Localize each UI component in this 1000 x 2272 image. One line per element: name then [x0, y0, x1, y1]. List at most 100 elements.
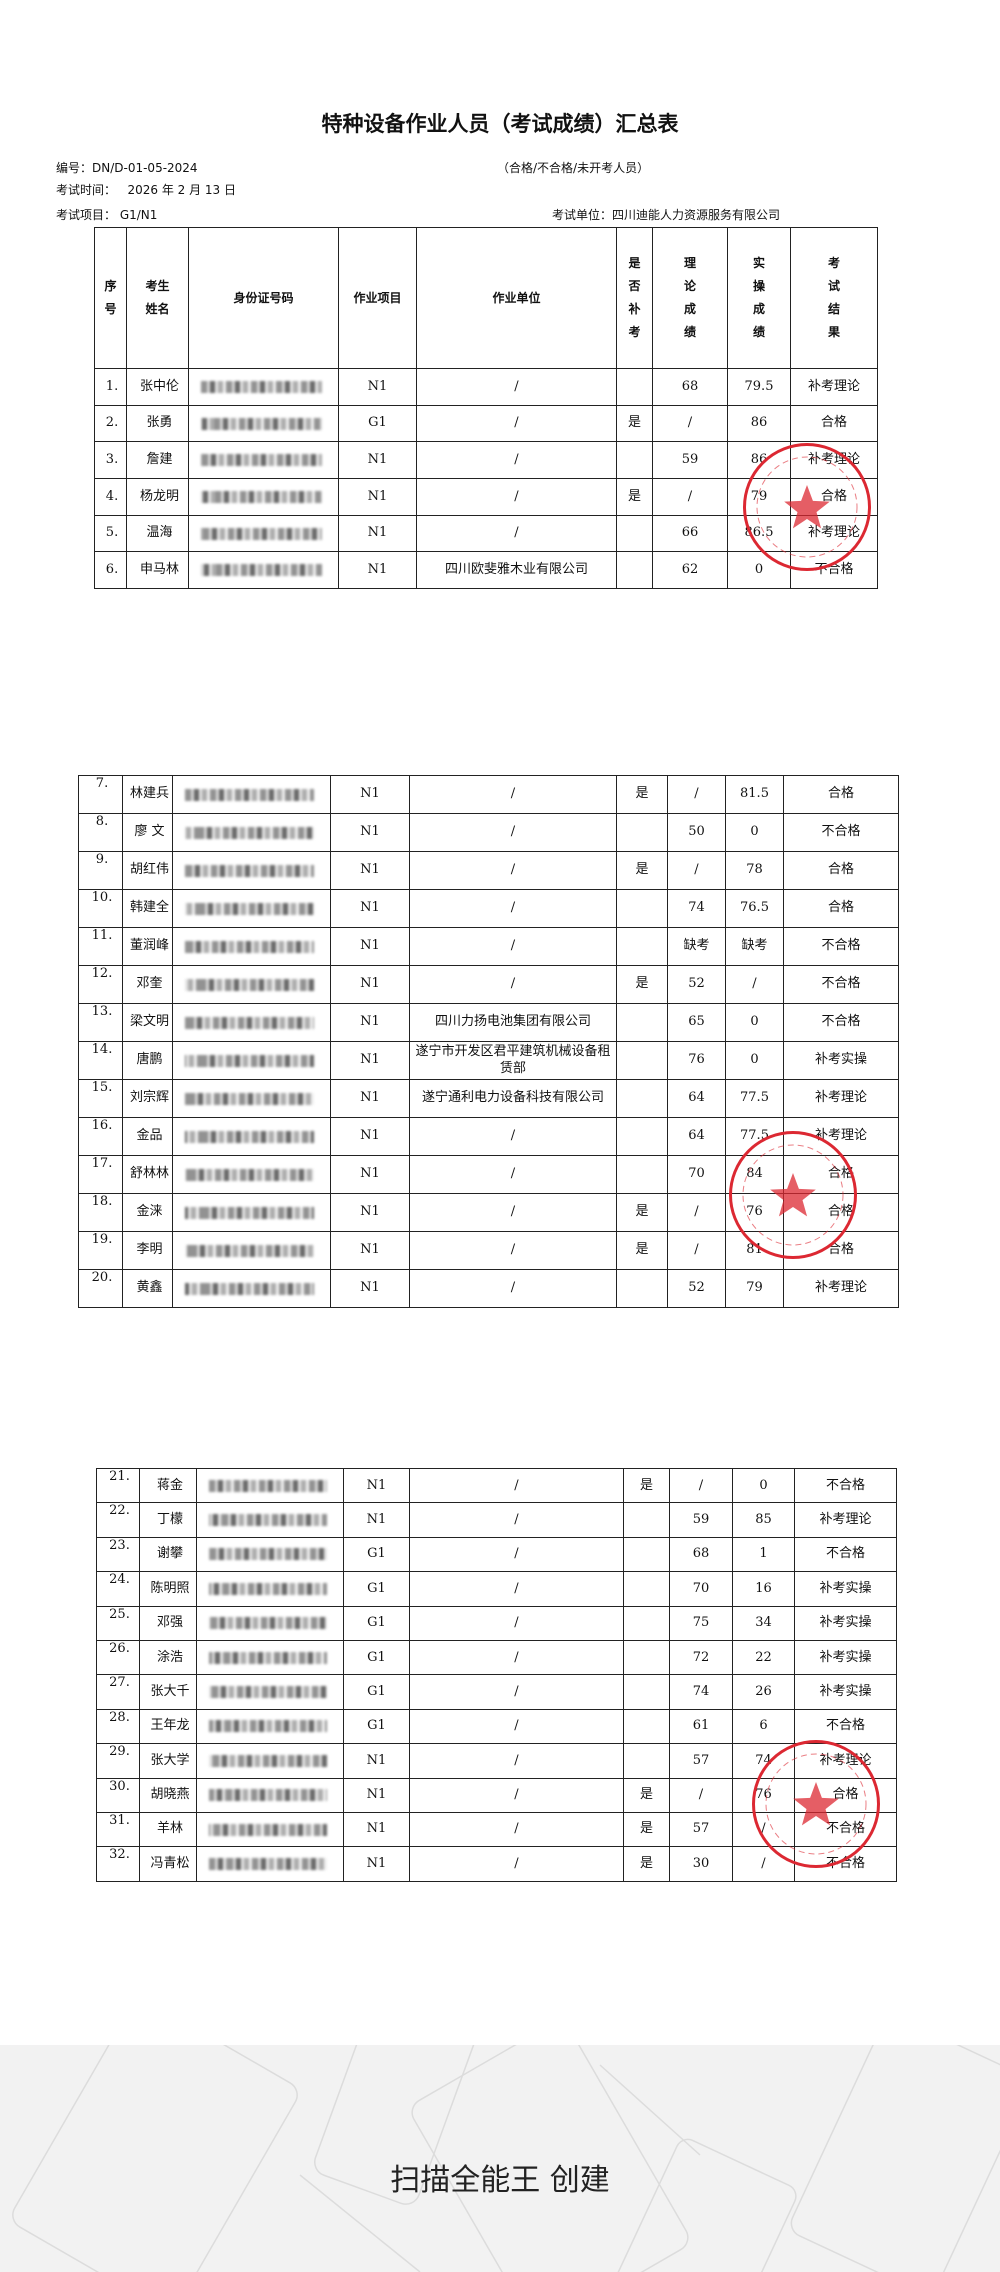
id-number-redacted [188, 404, 339, 443]
cell-name: 谢攀 [139, 1536, 197, 1573]
cell-name: 韩建全 [122, 889, 173, 928]
cell-seq: 5. [94, 514, 127, 553]
cell-theory: 74 [669, 1674, 733, 1710]
cell-retake [623, 1502, 670, 1538]
cell-theory: 68 [652, 368, 728, 406]
cell-retake [616, 551, 653, 590]
cell-seq: 28. [96, 1708, 140, 1745]
redaction-blur [201, 527, 322, 540]
cell-practice: 34 [732, 1605, 795, 1641]
cell-project: N1 [330, 965, 410, 1004]
id-number-redacted [196, 1571, 344, 1607]
cell-unit: / [409, 1639, 624, 1676]
cell-retake: 是 [616, 851, 668, 890]
cell-name: 黄鑫 [122, 1269, 173, 1308]
cell-practice: 76 [725, 1193, 784, 1232]
cell-seq: 25. [96, 1605, 140, 1641]
cell-theory: 59 [669, 1502, 733, 1538]
cell-practice: 26 [732, 1674, 795, 1710]
cell-result: 不合格 [794, 1846, 897, 1882]
exam-time: 考试时间： 2026 年 2 月 13 日 [56, 181, 236, 198]
id-number-redacted [172, 1269, 331, 1308]
id-number-redacted [172, 927, 331, 966]
cell-project: N1 [338, 551, 417, 590]
cell-unit: / [409, 1155, 617, 1194]
redaction-blur [185, 902, 314, 915]
cell-practice: 77.5 [725, 1079, 784, 1118]
cell-unit: / [409, 965, 617, 1004]
cell-unit: / [416, 478, 617, 516]
header-unit-label: 作业单位 [492, 290, 541, 305]
cell-project: N1 [330, 1117, 410, 1156]
cell-name: 金涞 [122, 1193, 173, 1232]
cell-unit: / [409, 1269, 617, 1308]
redaction-blur [209, 1720, 327, 1733]
table-row: 15. 刘宗辉 N1 遂宁通利电力设备科技有限公司 64 77.5 补考理论 [78, 1079, 899, 1118]
cell-name: 廖 文 [122, 813, 173, 852]
cell-retake: 是 [616, 775, 668, 814]
scanner-watermark-footer: 扫描全能王 创建 [0, 2045, 1000, 2272]
cell-unit: / [409, 813, 617, 852]
redaction-blur [185, 1130, 314, 1143]
id-number-redacted [172, 1231, 331, 1270]
table-row: 17. 舒林林 N1/ 70 84 合格 [78, 1155, 899, 1194]
cell-retake: 是 [616, 1231, 668, 1270]
cell-retake: 是 [623, 1467, 670, 1504]
cell-result: 补考理论 [790, 514, 878, 553]
cell-seq: 24. [96, 1571, 140, 1607]
cell-name: 董润峰 [122, 927, 173, 966]
id-number-redacted [172, 813, 331, 852]
cell-retake [616, 927, 668, 966]
redaction-blur [201, 380, 322, 393]
table-row: 19. 李明 N1/是/81 合格 [78, 1231, 899, 1270]
cell-unit: / [409, 1605, 624, 1641]
redaction-blur [209, 1582, 327, 1595]
cell-theory: 65 [667, 1003, 726, 1042]
cell-project: N1 [330, 1003, 410, 1042]
table-header-row: 序号 考生姓名 身份证号码 作业项目 作业单位 是否补考 理论成绩 实操成绩 考试结果 [94, 227, 878, 369]
cell-unit: / [409, 1571, 624, 1607]
cell-seq: 18. [78, 1193, 123, 1232]
cell-seq: 14. [78, 1041, 123, 1080]
id-number-redacted [196, 1743, 344, 1779]
cell-retake [616, 813, 668, 852]
cell-result: 补考理论 [794, 1743, 897, 1779]
redaction-blur [209, 1686, 327, 1699]
cell-seq: 30. [96, 1777, 140, 1813]
exam-project: 考试项目： G1/N1 [56, 208, 158, 222]
cell-seq: 23. [96, 1536, 140, 1573]
id-number-redacted [172, 851, 331, 890]
cell-unit: / [416, 441, 617, 480]
cell-practice: 78 [725, 851, 784, 890]
cell-unit: / [409, 1743, 624, 1779]
id-number-redacted [172, 1117, 331, 1156]
cell-name: 邓强 [139, 1605, 197, 1641]
cell-retake [623, 1708, 670, 1745]
cell-result: 合格 [783, 1155, 899, 1194]
table-row: 16. 金品 N1/ 64 77.5 补考理论 [78, 1117, 899, 1156]
cell-project: G1 [338, 404, 417, 443]
table-row: 12. 邓奎 N1/是 52/不合格 [78, 965, 899, 1004]
cell-seq: 27. [96, 1674, 140, 1710]
cell-result: 补考实操 [783, 1041, 899, 1080]
header-retake: 是否补考 [616, 227, 653, 369]
score-table-page-2: 7. 林建兵 N1/是/81.5 合格 8. 廖 文 N1/50 0 不合格 9. 胡红伟 N1/是 /… [78, 775, 899, 1308]
id-number-redacted [188, 514, 339, 553]
cell-retake [623, 1639, 670, 1676]
redaction-blur [209, 1857, 327, 1870]
cell-seq: 8. [78, 813, 123, 852]
cell-practice: 79 [725, 1269, 784, 1308]
table-row: 24. 陈明照 G1/ 70 16 补考实操 [96, 1571, 897, 1607]
category-note: （合格/不合格/未开考人员） [497, 161, 650, 175]
cell-theory: / [667, 1231, 726, 1270]
cell-project: N1 [330, 1041, 410, 1080]
cell-project: N1 [343, 1743, 410, 1779]
cell-practice: 79.5 [727, 368, 791, 406]
cell-project: N1 [330, 1269, 410, 1308]
id-number-redacted [196, 1605, 344, 1641]
cell-theory: 70 [667, 1155, 726, 1194]
cell-practice: 86.5 [727, 514, 791, 553]
id-number-redacted [196, 1536, 344, 1573]
cell-practice: / [732, 1846, 795, 1882]
cell-retake [616, 1041, 668, 1080]
